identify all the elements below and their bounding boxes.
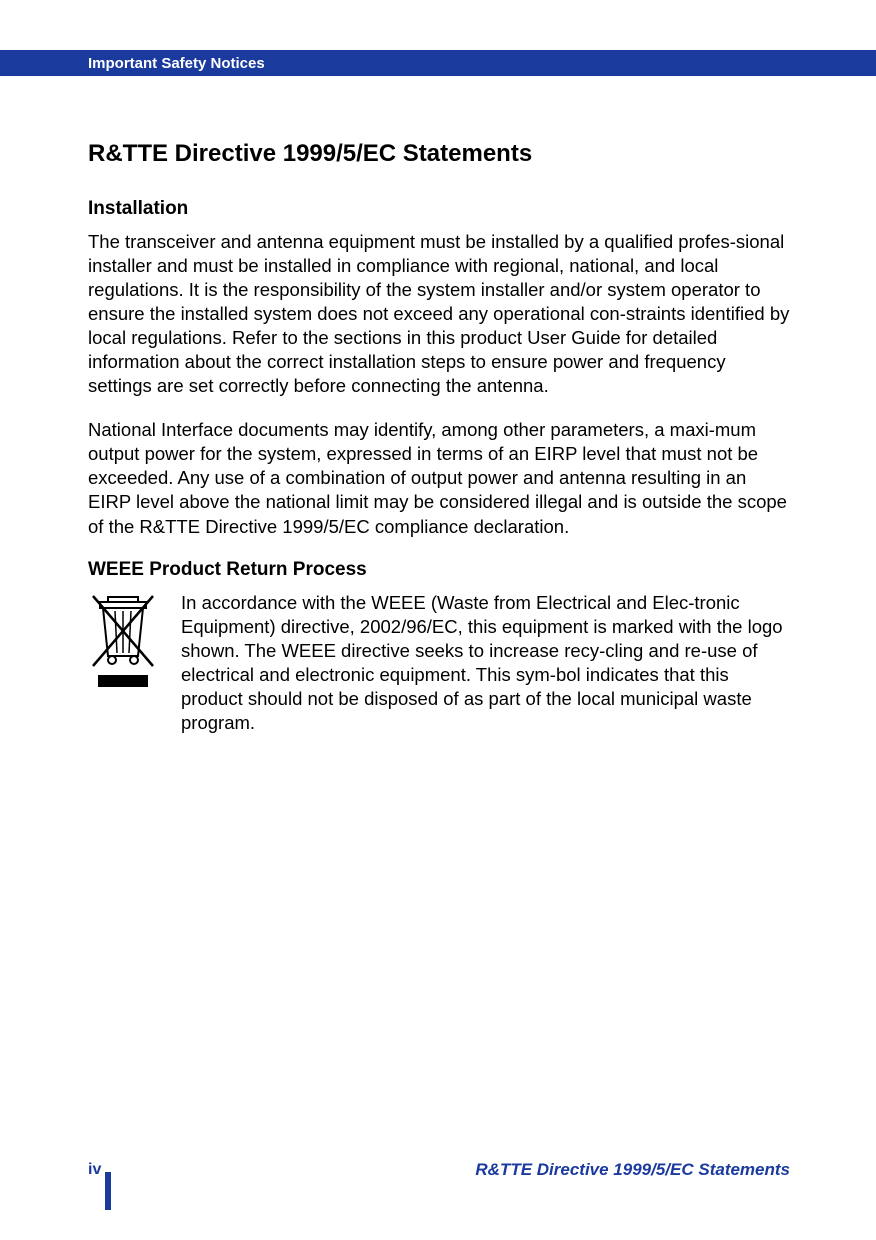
installation-para2: National Interface documents may identif… [88, 418, 790, 538]
weee-body-text: In accordance with the WEEE (Waste from … [181, 591, 790, 735]
installation-heading: Installation [88, 198, 790, 220]
weee-crossed-bin-icon [88, 591, 163, 696]
page-content: R&TTE Directive 1999/5/EC Statements Ins… [88, 140, 790, 735]
installation-para1: The transceiver and antenna equipment mu… [88, 230, 790, 398]
page-number: iv [88, 1161, 101, 1179]
footer-section-title: R&TTE Directive 1999/5/EC Statements [475, 1160, 790, 1180]
header-bar: Important Safety Notices [0, 50, 876, 76]
footer-tab-marker [105, 1172, 111, 1210]
main-heading: R&TTE Directive 1999/5/EC Statements [88, 140, 790, 168]
header-section-title: Important Safety Notices [88, 55, 265, 72]
weee-heading: WEEE Product Return Process [88, 559, 790, 581]
weee-section: In accordance with the WEEE (Waste from … [88, 591, 790, 735]
page-footer: iv R&TTE Directive 1999/5/EC Statements [88, 1160, 790, 1180]
